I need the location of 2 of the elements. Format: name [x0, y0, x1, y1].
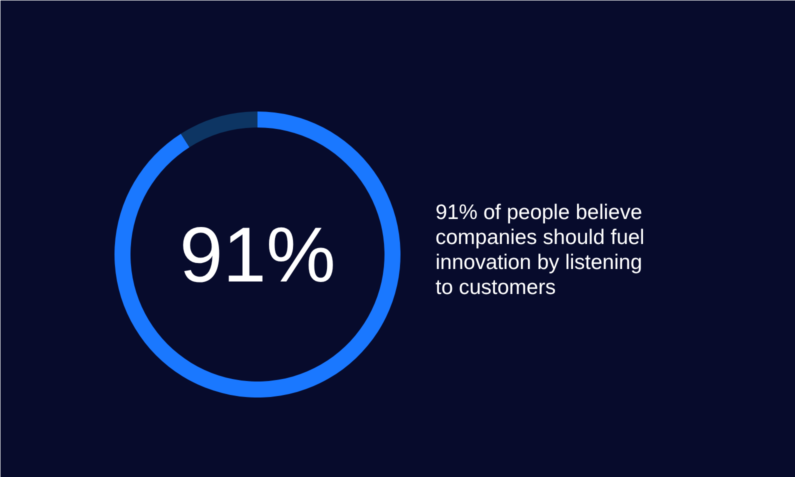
data-label: 91% [179, 210, 336, 298]
text: 91% of people believe companies should fuel innovation by listening to customers [436, 201, 644, 299]
